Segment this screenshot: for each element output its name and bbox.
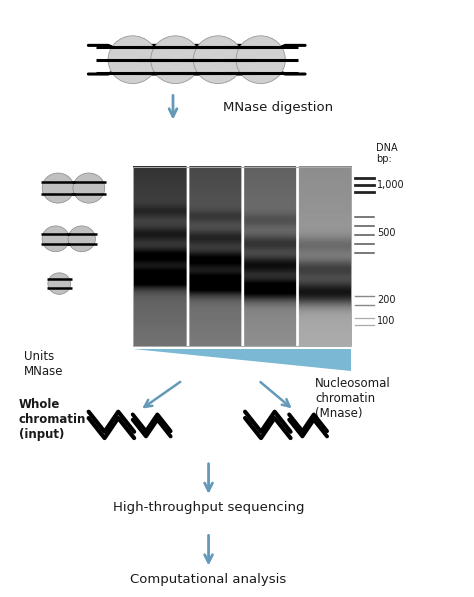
Ellipse shape — [48, 273, 71, 294]
Polygon shape — [133, 349, 351, 371]
Text: Units
MNase: Units MNase — [24, 350, 63, 378]
Ellipse shape — [42, 173, 74, 203]
Text: 500: 500 — [377, 229, 396, 238]
Ellipse shape — [236, 36, 285, 84]
Text: 1,000: 1,000 — [377, 180, 405, 190]
Ellipse shape — [108, 36, 157, 84]
Ellipse shape — [151, 36, 200, 84]
Ellipse shape — [42, 226, 69, 252]
Bar — [133, 167, 351, 346]
Text: Whole
chromatin
(input): Whole chromatin (input) — [19, 398, 86, 441]
Ellipse shape — [193, 36, 243, 84]
Text: MNase digestion: MNase digestion — [223, 101, 333, 114]
Text: Nucleosomal
chromatin
(Mnase): Nucleosomal chromatin (Mnase) — [315, 377, 391, 420]
Text: DNA
bp:: DNA bp: — [376, 143, 398, 164]
Text: Computational analysis: Computational analysis — [130, 573, 287, 586]
Text: 100: 100 — [377, 316, 396, 326]
Text: High-throughput sequencing: High-throughput sequencing — [113, 501, 304, 515]
Ellipse shape — [68, 226, 95, 252]
Text: 200: 200 — [377, 295, 396, 304]
Ellipse shape — [73, 173, 105, 203]
